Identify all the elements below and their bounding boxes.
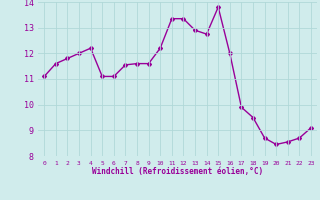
X-axis label: Windchill (Refroidissement éolien,°C): Windchill (Refroidissement éolien,°C) bbox=[92, 167, 263, 176]
